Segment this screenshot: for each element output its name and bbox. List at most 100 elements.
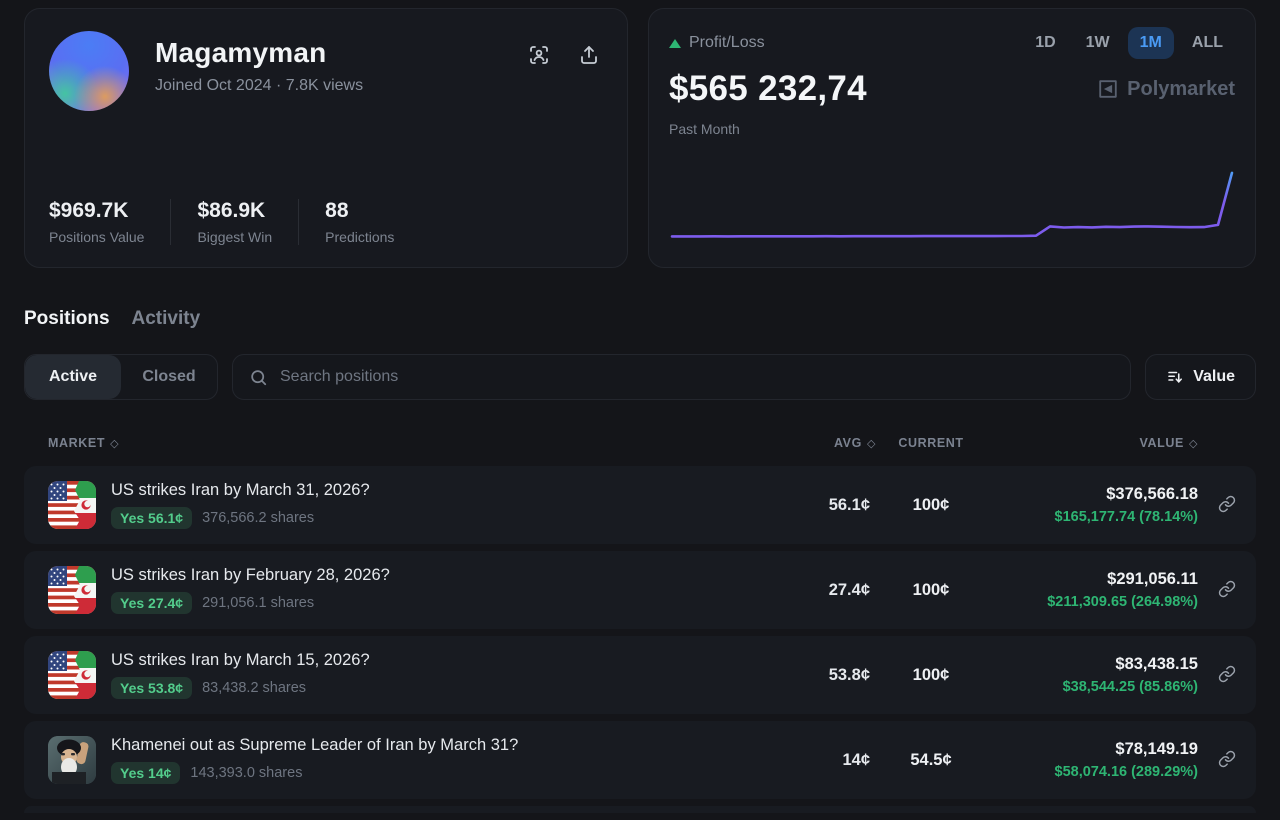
range-all-button[interactable]: ALL [1180,27,1235,59]
section-tabs: Positions Activity [24,308,1256,330]
scan-profile-button[interactable] [525,41,553,72]
link-cell [1198,576,1256,605]
market-link-button[interactable] [1214,491,1240,520]
pnl-header: Profit/Loss 1D 1W 1M ALL [669,27,1235,59]
position-value: $291,056.11 [1107,570,1198,588]
range-1w-button[interactable]: 1W [1074,27,1122,59]
us-iran-flags-icon [48,481,96,529]
market-link-button[interactable] [1214,661,1240,690]
link-icon [1218,750,1236,767]
outcome-badge: Yes 56.1¢ [111,507,193,529]
shares-count: 376,566.2 shares [202,510,315,526]
column-label: CURRENT [898,436,964,450]
sort-by-value-button[interactable]: Value [1145,354,1256,400]
stat-predictions: 88 Predictions [298,199,420,245]
positions-table: US strikes Iran by March 31, 2026? Yes 5… [24,466,1256,813]
polymarket-wordmark: Polymarket [1127,77,1235,100]
scan-person-icon [530,46,548,64]
us-iran-flags-icon [48,651,96,699]
sort-diamond-icon: ◇ [866,437,876,450]
search-positions-box[interactable] [232,354,1132,400]
link-cell [1198,746,1256,775]
next-row-peek[interactable] [24,806,1256,813]
column-label: VALUE [1139,436,1184,450]
market-subline: Yes 53.8¢ 83,438.2 shares [111,677,370,699]
position-row[interactable]: US strikes Iran by March 31, 2026? Yes 5… [24,466,1256,544]
current-price: 100¢ [912,495,950,514]
link-icon [1218,665,1236,682]
pnl-chart [669,137,1235,253]
market-info: US strikes Iran by March 31, 2026? Yes 5… [111,481,370,529]
market-link-button[interactable] [1214,746,1240,775]
profile-identity: Magamyman Joined Oct 2024 · 7.8K views [155,31,525,95]
pnl-label-text: Profit/Loss [689,34,765,51]
position-value: $376,566.18 [1106,485,1198,503]
position-gain: $38,544.25 (85.86%) [1062,679,1198,695]
stat-label: Biggest Win [197,229,273,245]
avg-price: 56.1¢ [828,495,870,514]
profile-name: Magamyman [155,37,327,68]
market-cell: US strikes Iran by March 31, 2026? Yes 5… [48,481,786,529]
top-section: Magamyman Joined Oct 2024 · 7.8K views [24,8,1256,268]
value-cell: $291,056.11 $211,309.65 (264.98%) [986,570,1198,610]
avg-price: 53.8¢ [828,665,870,684]
current-price: 54.5¢ [910,750,952,769]
market-cell: US strikes Iran by March 15, 2026? Yes 5… [48,651,786,699]
range-1m-button[interactable]: 1M [1127,27,1174,59]
profile-actions [525,41,603,72]
column-avg[interactable]: AVG ◇ [786,436,876,450]
market-link-button[interactable] [1214,576,1240,605]
column-label: AVG [833,436,862,450]
value-cell: $83,438.15 $38,544.25 (85.86%) [986,655,1198,695]
stat-value: 88 [325,199,349,222]
current-price: 100¢ [912,665,950,684]
position-row[interactable]: US strikes Iran by February 28, 2026? Ye… [24,551,1256,629]
position-gain: $58,074.16 (289.29%) [1054,764,1199,780]
tab-activity[interactable]: Activity [131,308,201,329]
pnl-label: Profit/Loss [669,34,765,52]
pnl-chart-line [670,171,1234,238]
status-segmented-control: Active Closed [24,354,218,400]
segment-closed[interactable]: Closed [121,355,217,399]
tab-positions[interactable]: Positions [24,308,110,329]
position-row[interactable]: US strikes Iran by March 15, 2026? Yes 5… [24,636,1256,714]
share-profile-button[interactable] [575,41,603,72]
position-value: $78,149.19 [1115,740,1198,758]
market-title: US strikes Iran by February 28, 2026? [111,566,390,584]
profile-meta: Joined Oct 2024 · 7.8K views [155,77,364,94]
value-cell: $78,149.19 $58,074.16 (289.29%) [986,740,1199,780]
segment-active[interactable]: Active [25,355,121,399]
column-current[interactable]: CURRENT [876,436,986,450]
stat-value: $969.7K [49,199,129,222]
us-iran-flags-icon [48,566,96,614]
market-title: Khamenei out as Supreme Leader of Iran b… [111,736,519,754]
range-1d-button[interactable]: 1D [1023,27,1067,59]
link-icon [1218,495,1236,512]
column-market[interactable]: MARKET ◇ [48,436,786,450]
market-info: US strikes Iran by February 28, 2026? Ye… [111,566,390,614]
outcome-badge: Yes 14¢ [111,762,181,784]
link-icon [1218,580,1236,597]
stat-positions-value: $969.7K Positions Value [49,199,170,245]
shares-count: 83,438.2 shares [202,680,307,696]
stat-label: Positions Value [49,229,145,245]
profile-header: Magamyman Joined Oct 2024 · 7.8K views [49,31,603,111]
shares-count: 143,393.0 shares [190,765,303,781]
market-subline: Yes 14¢ 143,393.0 shares [111,762,518,784]
position-row[interactable]: Khamenei out as Supreme Leader of Iran b… [24,721,1256,799]
market-title: US strikes Iran by March 31, 2026? [111,481,370,499]
column-label: MARKET [48,436,106,450]
search-input[interactable] [278,367,1115,387]
stat-label: Predictions [325,229,395,245]
market-subline: Yes 56.1¢ 376,566.2 shares [111,507,370,529]
khamenei-portrait-image [48,736,96,784]
position-value: $83,438.15 [1115,655,1198,673]
position-gain: $211,309.65 (264.98%) [1047,594,1198,610]
sort-diamond-icon: ◇ [110,437,120,450]
shares-count: 291,056.1 shares [202,595,315,611]
column-value[interactable]: VALUE ◇ [986,436,1198,450]
link-cell [1198,491,1256,520]
filter-bar: Active Closed Value [24,354,1256,400]
search-icon [251,369,267,385]
